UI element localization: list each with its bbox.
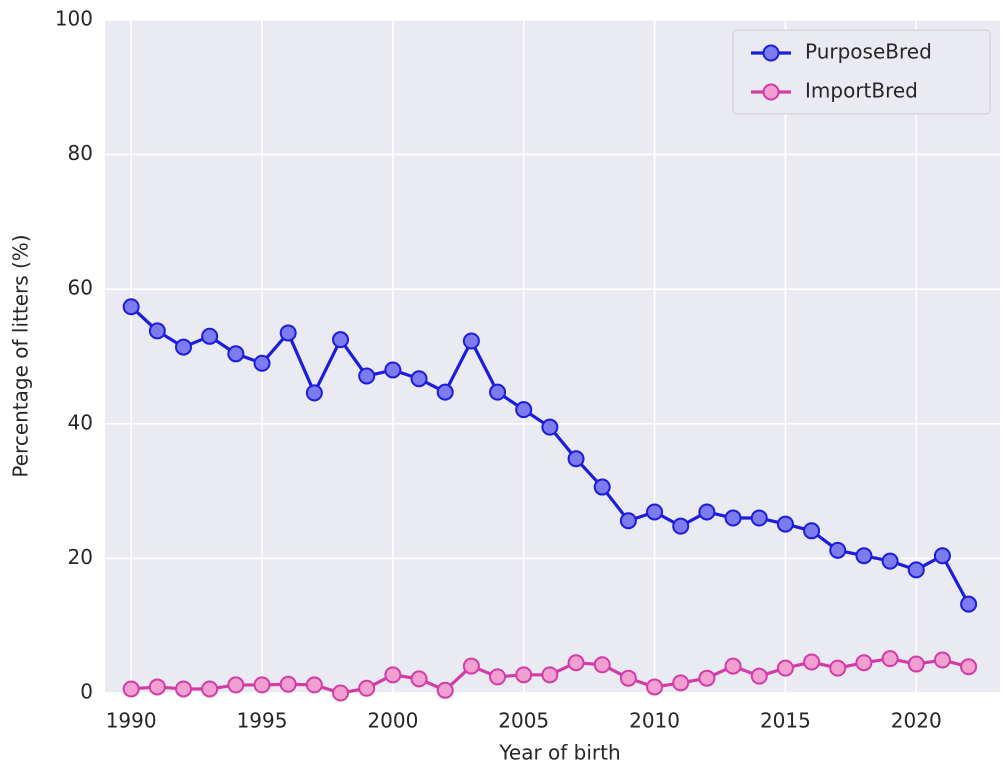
y-axis-label: Percentage of litters (%) bbox=[9, 234, 33, 477]
data-point bbox=[515, 401, 533, 419]
data-point bbox=[436, 681, 454, 699]
data-point bbox=[881, 552, 899, 570]
legend-label: PurposeBred bbox=[805, 40, 932, 64]
data-point bbox=[907, 655, 925, 673]
x-tick-label: 2020 bbox=[891, 709, 942, 733]
data-point bbox=[672, 517, 690, 535]
data-point bbox=[462, 657, 480, 675]
data-point bbox=[593, 478, 611, 496]
data-point bbox=[175, 680, 193, 698]
legend-marker bbox=[762, 83, 780, 101]
x-tick-label: 1990 bbox=[106, 709, 157, 733]
data-point bbox=[279, 324, 297, 342]
data-point bbox=[776, 515, 794, 533]
data-point bbox=[724, 509, 742, 527]
data-point bbox=[227, 345, 245, 363]
data-point bbox=[933, 651, 951, 669]
data-point bbox=[305, 384, 323, 402]
data-point bbox=[436, 383, 454, 401]
data-point bbox=[122, 680, 140, 698]
data-point bbox=[332, 684, 350, 702]
data-point bbox=[672, 674, 690, 692]
data-point bbox=[907, 561, 925, 579]
data-point bbox=[646, 503, 664, 521]
x-axis-label: Year of birth bbox=[498, 741, 620, 765]
data-point bbox=[148, 322, 166, 340]
data-point bbox=[724, 657, 742, 675]
data-point bbox=[541, 418, 559, 436]
x-tick-label: 2015 bbox=[760, 709, 811, 733]
legend-label: ImportBred bbox=[805, 79, 918, 103]
data-point bbox=[279, 675, 297, 693]
data-point bbox=[489, 668, 507, 686]
data-point bbox=[358, 367, 376, 385]
y-tick-label: 80 bbox=[68, 141, 93, 165]
data-point bbox=[148, 678, 166, 696]
data-point bbox=[750, 509, 768, 527]
x-tick-label: 2000 bbox=[367, 709, 418, 733]
data-point bbox=[567, 450, 585, 468]
data-point bbox=[201, 327, 219, 345]
data-point bbox=[384, 361, 402, 379]
data-point bbox=[410, 670, 428, 688]
data-point bbox=[201, 680, 219, 698]
x-tick-label: 1995 bbox=[237, 709, 288, 733]
x-tick-label: 2010 bbox=[629, 709, 680, 733]
data-point bbox=[960, 658, 978, 676]
data-point bbox=[698, 503, 716, 521]
data-point bbox=[384, 666, 402, 684]
data-point bbox=[960, 595, 978, 613]
data-point bbox=[175, 338, 193, 356]
data-point bbox=[698, 669, 716, 687]
data-point bbox=[541, 666, 559, 684]
data-point bbox=[646, 678, 664, 696]
plot-area bbox=[105, 20, 1000, 693]
data-point bbox=[619, 669, 637, 687]
data-point bbox=[750, 667, 768, 685]
data-point bbox=[881, 650, 899, 668]
data-point bbox=[489, 383, 507, 401]
data-point bbox=[122, 298, 140, 316]
data-point bbox=[829, 659, 847, 677]
legend-box bbox=[732, 29, 991, 115]
data-point bbox=[776, 659, 794, 677]
data-point bbox=[253, 354, 271, 372]
data-point bbox=[619, 512, 637, 530]
data-point bbox=[855, 547, 873, 565]
legend: PurposeBred ImportBred bbox=[732, 29, 991, 115]
data-point bbox=[803, 522, 821, 540]
legend-marker bbox=[762, 44, 780, 62]
data-point bbox=[593, 656, 611, 674]
y-tick-label: 100 bbox=[55, 7, 93, 31]
data-point bbox=[410, 370, 428, 388]
x-tick-label: 2005 bbox=[498, 709, 549, 733]
y-tick-label: 40 bbox=[68, 410, 93, 434]
data-point bbox=[305, 676, 323, 694]
y-tick-label: 20 bbox=[68, 545, 93, 569]
data-point bbox=[332, 331, 350, 349]
data-point bbox=[855, 654, 873, 672]
data-point bbox=[462, 332, 480, 350]
data-point bbox=[933, 547, 951, 565]
data-point bbox=[567, 654, 585, 672]
data-point bbox=[253, 676, 271, 694]
y-tick-label: 0 bbox=[80, 680, 93, 704]
data-point bbox=[803, 653, 821, 671]
data-point bbox=[515, 666, 533, 684]
y-tick-label: 60 bbox=[68, 276, 93, 300]
data-point bbox=[829, 541, 847, 559]
data-point bbox=[227, 676, 245, 694]
data-point bbox=[358, 679, 376, 697]
